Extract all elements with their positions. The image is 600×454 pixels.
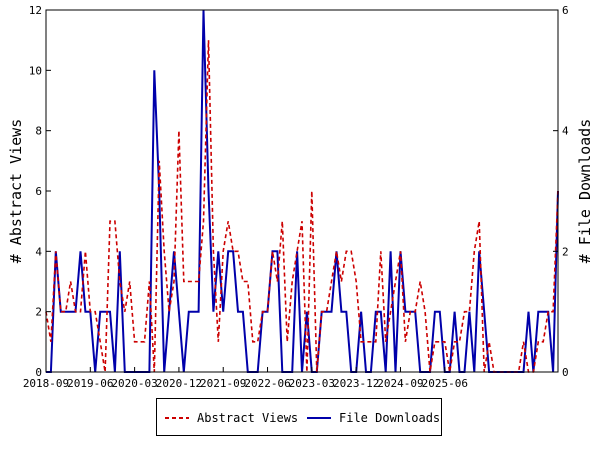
x-tick-label: 2020-12 [156, 377, 202, 390]
legend-item-abstract-views: Abstract Views [165, 399, 298, 437]
x-tick-label: 2023-03 [289, 377, 335, 390]
x-tick-label: 2021-09 [200, 377, 246, 390]
x-tick-label: 2023-12 [333, 377, 379, 390]
legend-swatch-abstract-views [165, 417, 189, 419]
y-right-tick-label: 4 [562, 125, 569, 138]
y-left-tick-label: 2 [35, 306, 42, 319]
legend-label-abstract-views: Abstract Views [197, 411, 299, 425]
series-line-file-downloads [46, 9, 559, 373]
x-tick-label: 2022-06 [244, 377, 290, 390]
x-tick-label: 2024-09 [377, 377, 423, 390]
y-left-tick-label: 12 [29, 4, 42, 17]
y-left-tick-label: 8 [35, 125, 42, 138]
y-axis-right-title: # File Downloads [576, 119, 594, 264]
x-tick-label: 2019-06 [67, 377, 113, 390]
y-left-tick-label: 10 [29, 64, 42, 77]
legend-item-file-downloads: File Downloads [307, 399, 440, 437]
y-left-tick-label: 6 [35, 185, 42, 198]
legend: Abstract Views File Downloads [156, 398, 442, 436]
y-right-tick-label: 0 [562, 366, 569, 379]
y-axis-left-title: # Abstract Views [7, 119, 25, 264]
y-right-tick-label: 6 [562, 4, 569, 17]
y-left-tick-label: 4 [35, 245, 42, 258]
x-tick-label: 2018-09 [23, 377, 69, 390]
x-tick-label: 2025-06 [422, 377, 468, 390]
x-tick-label: 2020-03 [111, 377, 157, 390]
series-line-abstract-views [45, 40, 559, 373]
y-right-tick-label: 2 [562, 245, 569, 258]
y-left-tick-label: 0 [35, 366, 42, 379]
legend-swatch-file-downloads [307, 417, 331, 419]
legend-label-file-downloads: File Downloads [339, 411, 441, 425]
